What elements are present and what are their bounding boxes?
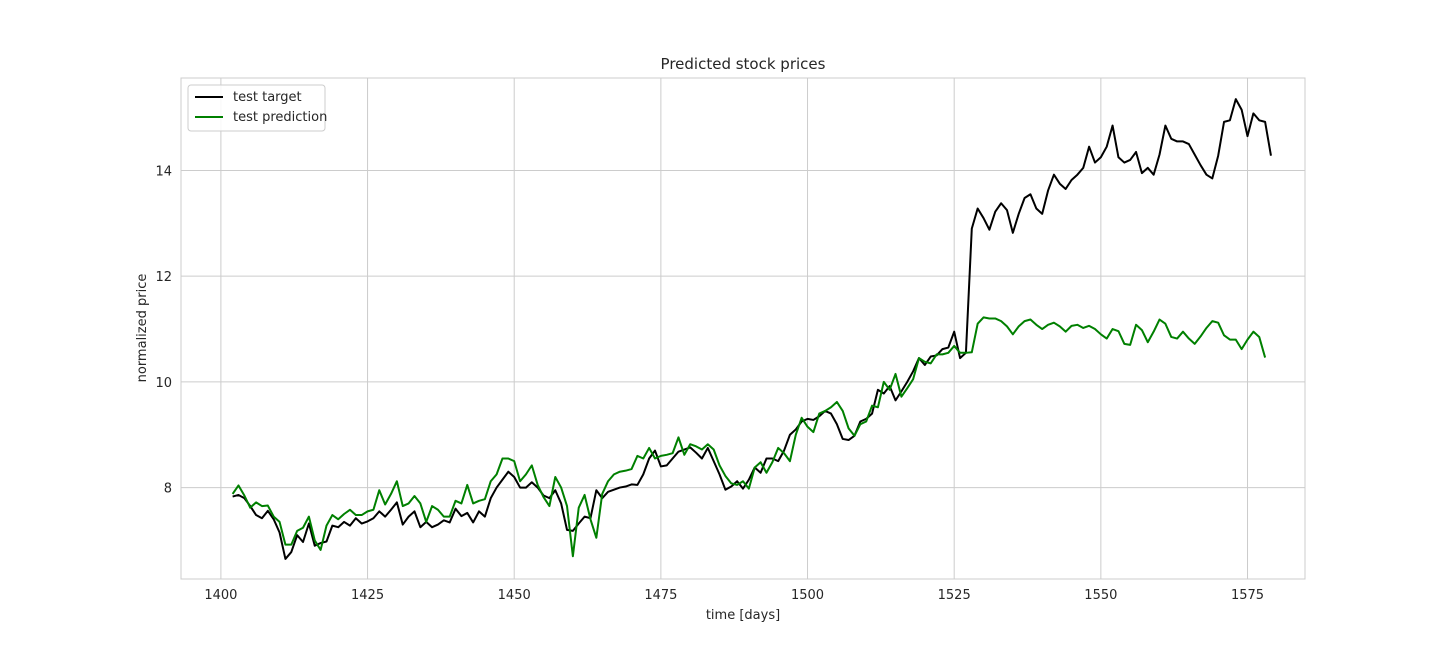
- y-tick-labels: 8 10 12 14: [155, 164, 172, 496]
- plot-area: [181, 78, 1305, 579]
- x-tick-label: 1450: [498, 588, 531, 603]
- series-line-test-target: [232, 98, 1272, 560]
- x-tick-labels: 1400 1425 1450 1475 1500 1525 1550 1575: [204, 588, 1264, 603]
- x-tick-label: 1475: [644, 588, 677, 603]
- x-axis-label: time [days]: [706, 608, 780, 623]
- legend-label-test-target: test target: [233, 90, 302, 105]
- y-axis-label: normalized price: [135, 274, 150, 383]
- x-tick-label: 1425: [351, 588, 384, 603]
- grid-lines: [181, 78, 1305, 579]
- x-tick-label: 1550: [1084, 588, 1117, 603]
- chart-title: Predicted stock prices: [661, 55, 826, 73]
- y-tick-label: 8: [164, 482, 172, 497]
- y-tick-label: 14: [155, 164, 172, 179]
- y-tick-label: 12: [155, 270, 172, 285]
- series-layer: [231, 98, 1272, 560]
- x-tick-label: 1500: [791, 588, 824, 603]
- x-tick-label: 1575: [1231, 588, 1264, 603]
- legend-label-test-prediction: test prediction: [233, 110, 327, 125]
- axes-frame: [180, 77, 1306, 580]
- legend: test target test prediction: [187, 84, 327, 132]
- y-tick-label: 10: [155, 376, 172, 391]
- x-tick-label: 1400: [204, 588, 237, 603]
- x-tick-label: 1525: [938, 588, 971, 603]
- series-line-test-prediction: [231, 316, 1267, 558]
